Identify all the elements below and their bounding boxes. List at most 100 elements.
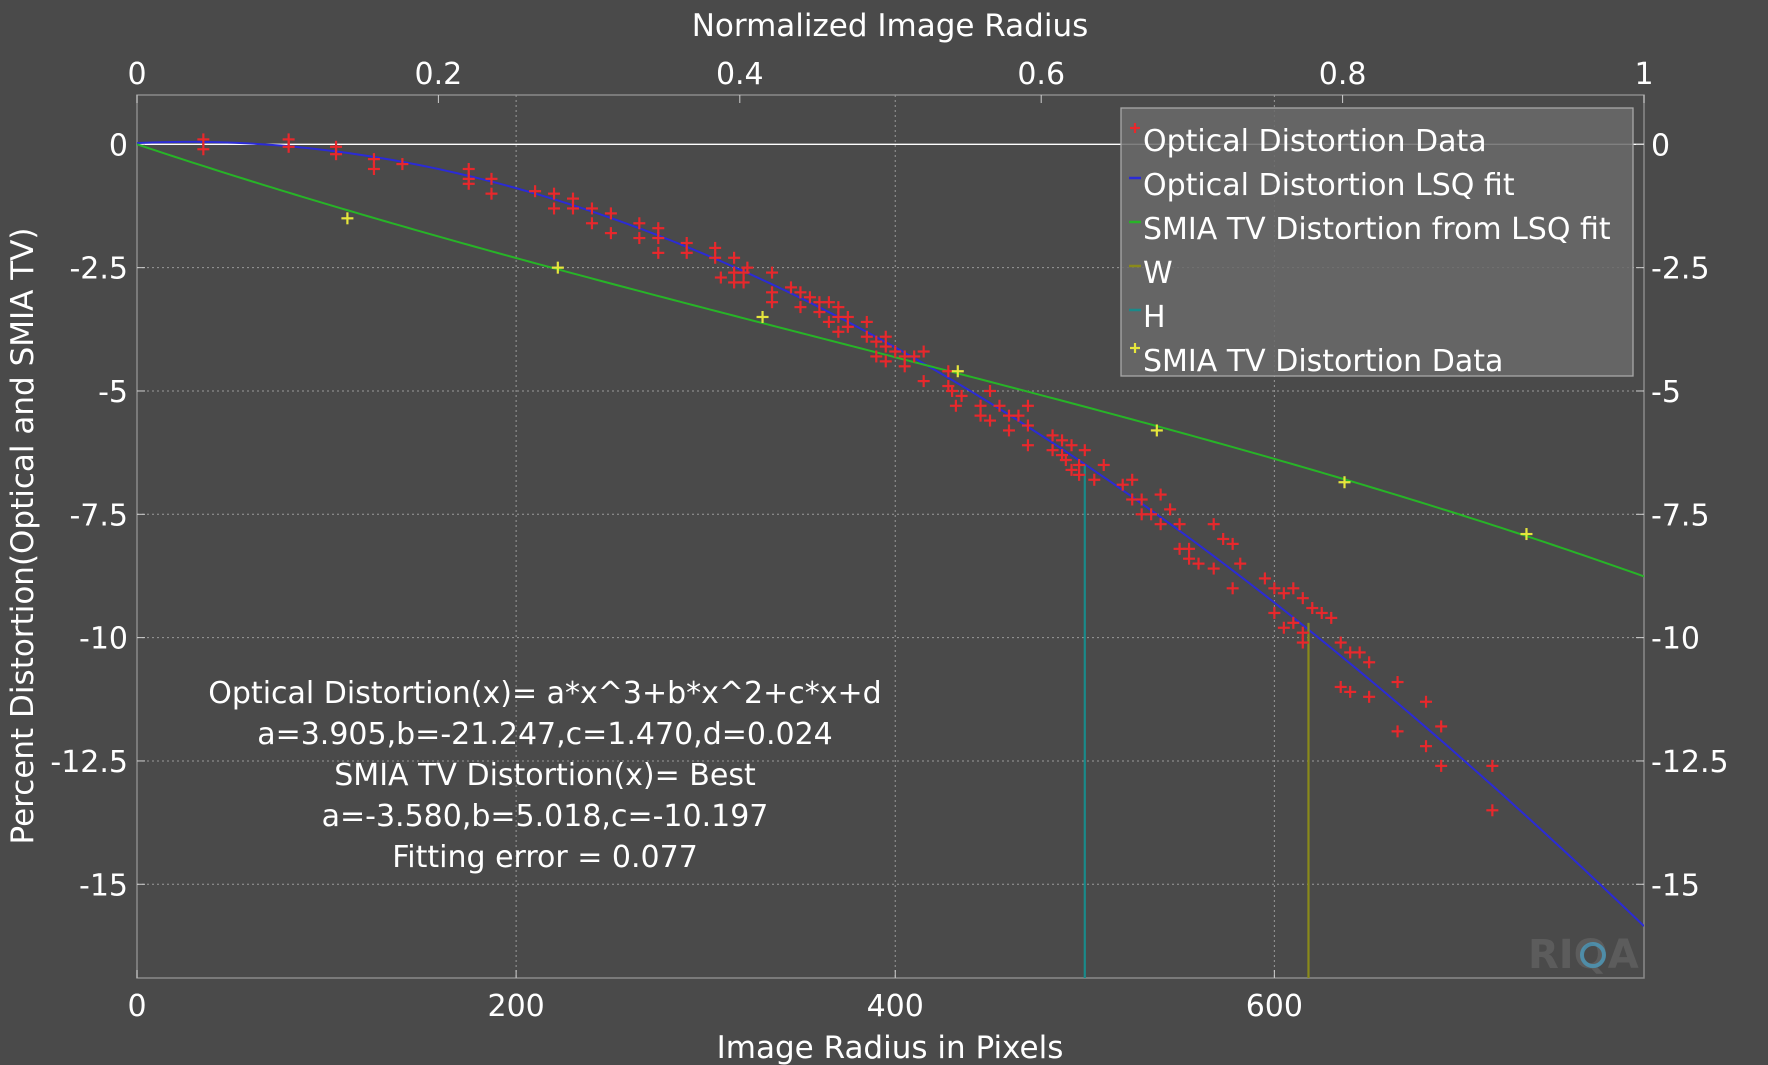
optical-distortion-data-point	[1145, 508, 1158, 521]
optical-distortion-data-point	[803, 291, 816, 304]
x-tick-label: 0	[127, 989, 146, 1024]
optical-distortion-data-point	[984, 384, 997, 397]
left-axis-ticks: 0 -2.5 -5 -7.5 -10 -12.5 -15	[50, 128, 145, 903]
optical-distortion-data-point	[1435, 720, 1448, 733]
optical-distortion-data-point	[282, 140, 295, 153]
y2-tick-label: -10	[1651, 622, 1700, 657]
smia-tv-distortion-data-point	[1338, 476, 1351, 489]
optical-distortion-data-point	[1486, 804, 1499, 817]
y2-tick-label: -7.5	[1651, 498, 1710, 533]
optical-distortion-data-point	[367, 162, 380, 175]
legend-label: H	[1143, 300, 1166, 335]
optical-distortion-data-point	[889, 345, 902, 358]
optical-distortion-data-point	[1391, 725, 1404, 738]
legend-box	[1120, 107, 1634, 377]
optical-distortion-data-point	[1183, 552, 1196, 565]
optical-distortion-data-point	[1012, 409, 1025, 422]
optical-distortion-data-point	[946, 384, 959, 397]
annotation-line: SMIA TV Distortion(x)= Best	[334, 758, 756, 793]
legend-label: SMIA TV Distortion Data	[1143, 344, 1503, 379]
optical-distortion-data-point	[604, 227, 617, 240]
y-axis-title: Percent Distortion(Optical and SMIA TV)	[5, 228, 41, 845]
optical-distortion-data-point	[1420, 695, 1433, 708]
y2-tick-label: -15	[1651, 868, 1700, 903]
series-line-smia-tv-distortion-from-lsq-fit	[137, 143, 1644, 578]
optical-distortion-data-point	[1088, 473, 1101, 486]
optical-distortion-data-point	[1065, 439, 1078, 452]
optical-distortion-data-point	[633, 232, 646, 245]
optical-distortion-data-point	[908, 350, 921, 363]
series-layer	[137, 133, 1644, 978]
optical-distortion-data-point	[485, 172, 498, 185]
optical-distortion-data-point	[784, 281, 797, 294]
optical-distortion-data-point	[974, 409, 987, 422]
optical-distortion-data-point	[1363, 690, 1376, 703]
optical-distortion-data-point	[709, 251, 722, 264]
x-tick-label: 400	[867, 989, 924, 1024]
optical-distortion-data-point	[1097, 458, 1110, 471]
optical-distortion-data-point	[1073, 458, 1086, 471]
optical-distortion-data-point	[1173, 518, 1186, 531]
optical-distortion-data-point	[1164, 503, 1177, 516]
optical-distortion-data-point	[1002, 424, 1015, 437]
riqa-watermark: RIQA	[1528, 932, 1639, 978]
optical-distortion-data-point	[1021, 399, 1034, 412]
legend-entry: Optical Distortion LSQ fit	[1129, 168, 1515, 203]
top-axis-ticks: 0 0.2 0.4 0.6 0.8 1	[127, 57, 1654, 103]
optical-distortion-data-point	[652, 232, 665, 245]
optical-distortion-data-point	[955, 389, 968, 402]
bottom-axis-ticks: 0 200 400 600	[127, 970, 1303, 1024]
legend-marker	[1130, 123, 1140, 133]
smia-tv-distortion-data-point	[551, 261, 564, 274]
optical-distortion-data-point	[741, 261, 754, 274]
optical-distortion-data-point	[1277, 621, 1290, 634]
optical-distortion-data-point	[1391, 676, 1404, 689]
optical-distortion-data-point	[879, 355, 892, 368]
optical-distortion-data-point	[1435, 759, 1448, 772]
x2-axis-title: Normalized Image Radius	[692, 8, 1089, 44]
optical-distortion-data-point	[1234, 557, 1247, 570]
optical-distortion-data-point	[1420, 740, 1433, 753]
legend-entry: SMIA TV Distortion from LSQ fit	[1129, 212, 1611, 247]
optical-distortion-data-point	[898, 360, 911, 373]
optical-distortion-data-point	[396, 158, 409, 171]
optical-distortion-data-point	[1046, 444, 1059, 457]
optical-distortion-data-point	[1258, 572, 1271, 585]
x2-tick-label: 0.6	[1017, 57, 1065, 92]
optical-distortion-data-point	[1116, 478, 1129, 491]
optical-distortion-data-point	[652, 246, 665, 259]
optical-distortion-data-point	[1344, 685, 1357, 698]
optical-distortion-data-point	[1207, 518, 1220, 531]
x-tick-label: 200	[487, 989, 544, 1024]
legend-entry: Optical Distortion Data	[1130, 123, 1487, 159]
optical-distortion-data-point	[813, 306, 826, 319]
optical-distortion-data-point	[1325, 611, 1338, 624]
optical-distortion-data-point	[1046, 429, 1059, 442]
optical-distortion-data-point	[984, 414, 997, 427]
optical-distortion-data-point	[1226, 582, 1239, 595]
watermark-ring	[1580, 942, 1606, 968]
x2-tick-label: 0.4	[716, 57, 764, 92]
optical-distortion-data-point	[1334, 636, 1347, 649]
legend-marker	[1130, 343, 1140, 353]
optical-distortion-data-point	[633, 217, 646, 230]
y2-tick-label: -12.5	[1651, 745, 1729, 780]
grid-lines	[137, 95, 1644, 978]
legend-label: SMIA TV Distortion from LSQ fit	[1143, 212, 1611, 247]
optical-distortion-data-point	[529, 185, 542, 198]
optical-distortion-data-point	[728, 251, 741, 264]
optical-distortion-data-point	[714, 271, 727, 284]
optical-distortion-data-point	[841, 320, 854, 333]
annotation-line: Optical Distortion(x)= a*x^3+b*x^2+c*x+d	[208, 676, 881, 711]
legend-label: Optical Distortion LSQ fit	[1143, 168, 1515, 203]
optical-distortion-data-point	[1126, 473, 1139, 486]
y-tick-label: -7.5	[69, 498, 128, 533]
optical-distortion-data-point	[870, 350, 883, 363]
optical-distortion-data-point	[766, 266, 779, 279]
optical-distortion-data-point	[949, 399, 962, 412]
optical-distortion-data-point	[1207, 562, 1220, 575]
y2-tick-label: -2.5	[1651, 252, 1710, 287]
equation-annotations: Optical Distortion(x)= a*x^3+b*x^2+c*x+d…	[208, 676, 881, 875]
optical-distortion-data-point	[462, 177, 475, 190]
optical-distortion-data-point	[1306, 602, 1319, 615]
